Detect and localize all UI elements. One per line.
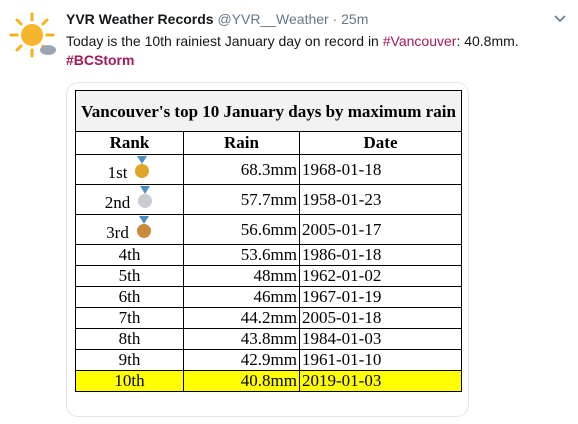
cell-text: 43.8mm [240, 329, 297, 348]
table-cell: 1961-01-10 [299, 349, 462, 371]
table-cell: 4th [75, 244, 184, 266]
table-cell: 5th [75, 265, 184, 287]
table-cell: 1986-01-18 [299, 244, 462, 266]
header: Rain [183, 131, 300, 155]
table-cell: 2005-01-17 [299, 214, 462, 245]
table-cell: 2nd [75, 184, 184, 215]
hashtag[interactable]: #BCStorm [66, 52, 135, 68]
table-cell: 8th [75, 328, 184, 350]
table-cell: 56.6mm [183, 214, 300, 245]
cell-text: 57.7mm [240, 189, 297, 209]
table-cell: 3rd [75, 214, 184, 245]
cell-text: 1962-01-02 [302, 266, 382, 285]
table-cell: 1962-01-02 [299, 265, 462, 287]
cell-text: 40.8mm [240, 371, 297, 390]
cell-text: 53.6mm [240, 245, 297, 264]
table-cell: 1968-01-18 [299, 154, 462, 185]
table-cell: 68.3mm [183, 154, 300, 185]
table-cell: 7th [75, 307, 184, 329]
cell-text: 44.2mm [240, 308, 297, 327]
author-name[interactable]: YVR Weather Records [66, 11, 214, 27]
cell-text: 56.6mm [240, 219, 297, 239]
cell-text: 1967-01-19 [302, 287, 382, 306]
tweet-header: YVR Weather Records @YVR__Weather · 25m [66, 11, 368, 27]
table-cell: 1st [75, 154, 184, 185]
cell-text: 42.9mm [240, 350, 297, 369]
table-cell: 1967-01-19 [299, 286, 462, 308]
cell-text: 10th [114, 371, 145, 390]
cell-text: 2005-01-17 [302, 219, 382, 239]
table-row: 6th 46mm 1967-01-19 [75, 286, 462, 308]
text: Today is the 10th rainiest January day o… [66, 33, 383, 49]
cell-text: 46mm [253, 287, 297, 306]
timestamp[interactable]: · 25m [332, 11, 369, 27]
cell-text: 4th [118, 245, 141, 264]
cell-text: 48mm [253, 266, 297, 285]
table-cell: 43.8mm [183, 328, 300, 350]
cell-text: 68.3mm [240, 159, 297, 179]
cell-text: 1986-01-18 [302, 245, 382, 264]
cell-text: 6th [118, 287, 141, 306]
table-cell: 46mm [183, 286, 300, 308]
table-cell: 40.8mm [183, 370, 300, 392]
cell-text: 3rd [106, 223, 129, 242]
cell-text: 5th [118, 266, 141, 285]
table-title: Vancouver's top 10 January days by maxim… [75, 90, 462, 132]
header: Rank [75, 131, 184, 155]
table-row: 8th 43.8mm 1984-01-03 [75, 328, 462, 350]
table-cell: 6th [75, 286, 184, 308]
table-row: 7th 44.2mm 2005-01-18 [75, 307, 462, 329]
cell-text: 2nd [104, 193, 131, 212]
table-row: 3rd 56.6mm 2005-01-17 [75, 214, 462, 245]
table-cell: 9th [75, 349, 184, 371]
table-row: 1st 68.3mm 1968-01-18 [75, 154, 462, 185]
cell-text: 7th [118, 308, 141, 327]
table-cell: 44.2mm [183, 307, 300, 329]
cell-text: 1958-01-23 [302, 189, 382, 209]
table-cell: 1984-01-03 [299, 328, 462, 350]
menu-chevron[interactable] [553, 14, 567, 24]
cell-text: 2019-01-03 [302, 371, 382, 390]
rain-table: Vancouver's top 10 January days by maxim… [75, 90, 462, 392]
table-cell: 53.6mm [183, 244, 300, 266]
cell-text: 8th [118, 329, 141, 348]
table-cell: 2019-01-03 [299, 370, 462, 392]
avatar[interactable] [8, 12, 58, 58]
cell-text: 1961-01-10 [302, 350, 382, 369]
cell-text: 9th [118, 350, 141, 369]
header: Date [299, 131, 462, 155]
cell-text: 2005-01-18 [302, 308, 382, 327]
cell-text: 1968-01-18 [302, 159, 382, 179]
table-row: 9th 42.9mm 1961-01-10 [75, 349, 462, 371]
tweet-text: Today is the 10th rainiest January day o… [66, 33, 519, 49]
media-card[interactable] [66, 82, 469, 417]
table-row: 10th 40.8mm 2019-01-03 [75, 370, 462, 392]
cell-text: 1st [107, 163, 128, 182]
medal-icon [136, 216, 151, 238]
table-row: 5th 48mm 1962-01-02 [75, 265, 462, 287]
table-cell: 2005-01-18 [299, 307, 462, 329]
table-row: 2nd 57.7mm 1958-01-23 [75, 184, 462, 215]
hashtag[interactable]: #Vancouver [382, 33, 457, 49]
table-cell: 57.7mm [183, 184, 300, 215]
text: : 40.8mm. [456, 33, 519, 49]
table-cell: 1958-01-23 [299, 184, 462, 215]
author-handle[interactable]: @YVR__Weather [217, 11, 329, 27]
table-cell: 42.9mm [183, 349, 300, 371]
medal-icon [135, 156, 150, 178]
table-row: 4th 53.6mm 1986-01-18 [75, 244, 462, 266]
table-cell: 48mm [183, 265, 300, 287]
cell-text: 1984-01-03 [302, 329, 382, 348]
table-cell: 10th [75, 370, 184, 392]
medal-icon [138, 186, 153, 208]
